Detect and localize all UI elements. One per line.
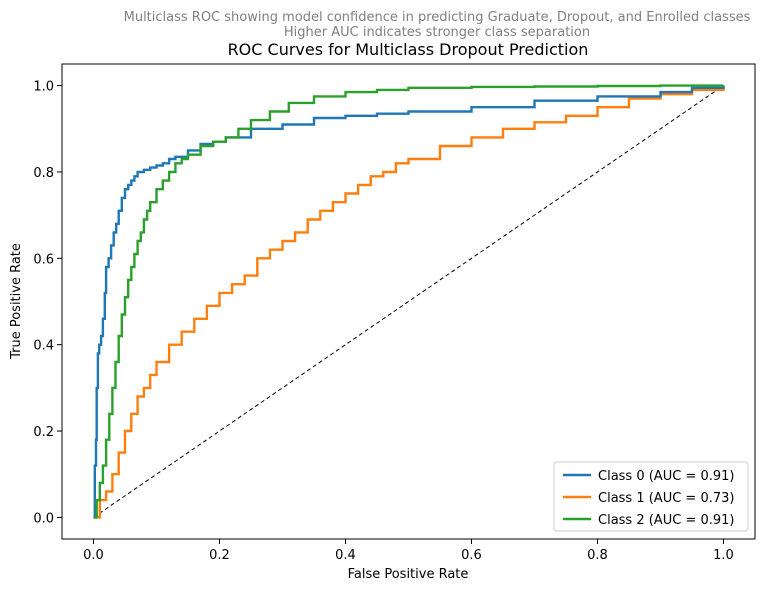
y-tick-label: 0.2 bbox=[33, 425, 54, 440]
x-tick-label: 0.2 bbox=[209, 548, 230, 563]
legend-label-class-1: Class 1 (AUC = 0.73) bbox=[598, 491, 734, 506]
x-tick-label: 0.8 bbox=[587, 548, 608, 563]
x-tick-label: 0.6 bbox=[461, 548, 482, 563]
y-tick-label: 0.0 bbox=[33, 511, 54, 526]
x-axis-label: False Positive Rate bbox=[348, 567, 469, 582]
y-tick-label: 0.8 bbox=[33, 166, 54, 181]
roc-curve-class-1 bbox=[93, 85, 725, 519]
chance-diagonal-line bbox=[93, 85, 724, 518]
x-axis-ticks: 0.0 0.2 0.4 0.6 0.8 1.0 bbox=[83, 539, 734, 563]
chart-subtitle-line-1: Multiclass ROC showing model confidence … bbox=[124, 10, 751, 25]
chart-subtitle-line-2: Higher AUC indicates stronger class sepa… bbox=[284, 25, 590, 40]
legend: Class 0 (AUC = 0.91) Class 1 (AUC = 0.73)… bbox=[553, 461, 749, 532]
legend-label-class-2: Class 2 (AUC = 0.91) bbox=[598, 513, 734, 528]
y-tick-label: 1.0 bbox=[33, 80, 54, 95]
y-tick-label: 0.4 bbox=[33, 339, 54, 354]
legend-box bbox=[553, 461, 749, 532]
x-tick-label: 0.0 bbox=[83, 548, 104, 563]
roc-curve-class-0 bbox=[93, 85, 725, 519]
chart-title: ROC Curves for Multiclass Dropout Predic… bbox=[228, 40, 589, 59]
legend-label-class-0: Class 0 (AUC = 0.91) bbox=[598, 469, 734, 484]
x-tick-label: 0.4 bbox=[335, 548, 356, 563]
y-axis-label: True Positive Rate bbox=[9, 243, 24, 360]
roc-curve-class-2 bbox=[93, 84, 724, 519]
y-tick-label: 0.6 bbox=[33, 252, 54, 267]
x-tick-label: 1.0 bbox=[713, 548, 734, 563]
y-axis-ticks: 0.0 0.2 0.4 0.6 0.8 1.0 bbox=[33, 80, 62, 526]
series-lines bbox=[93, 84, 725, 519]
